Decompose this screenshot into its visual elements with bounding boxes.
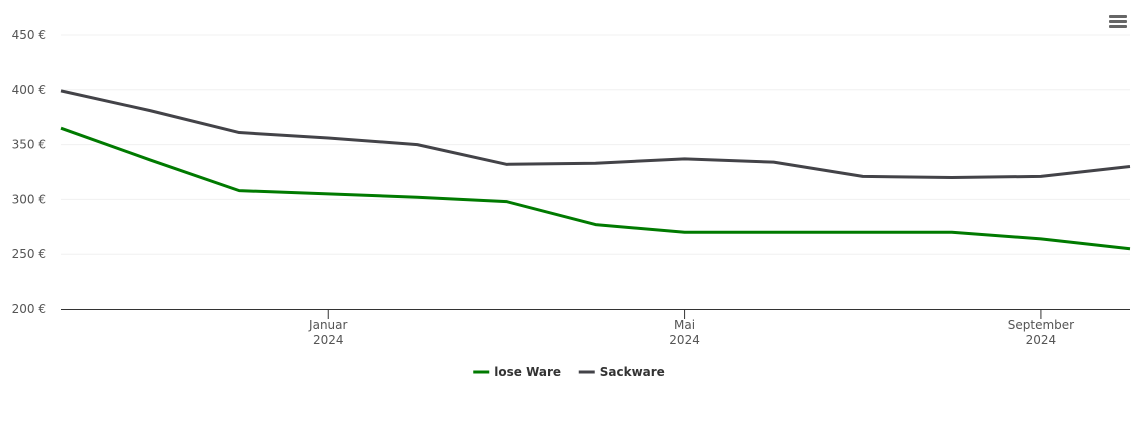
legend-item[interactable]: lose Ware: [473, 365, 561, 379]
x-tick-label-line: Januar: [308, 318, 347, 332]
x-tick-label: September 2024: [1008, 318, 1074, 347]
menu-bar: [1109, 25, 1127, 28]
menu-bar: [1109, 15, 1127, 18]
y-tick-label: 350 €: [12, 138, 46, 152]
legend: lose Ware Sackware: [473, 365, 665, 379]
menu-bar: [1109, 20, 1127, 23]
y-tick-label: 400 €: [12, 83, 46, 97]
legend-label: lose Ware: [494, 365, 561, 379]
x-tick-label-line: 2024: [313, 333, 344, 347]
y-tick-label: 450 €: [12, 28, 46, 42]
legend-item[interactable]: Sackware: [578, 365, 665, 379]
x-tick-label-line: 2024: [1026, 333, 1057, 347]
x-tick-label: Mai 2024: [669, 318, 700, 347]
y-tick-label: 250 €: [12, 247, 46, 261]
x-tick-label-line: September: [1008, 318, 1074, 332]
series-line: [60, 126, 1131, 251]
y-tick-label: 200 €: [12, 302, 46, 316]
legend-label: Sackware: [600, 365, 665, 379]
x-tick-label-line: 2024: [669, 333, 700, 347]
x-tick-label: Januar 2024: [308, 318, 347, 347]
menu-button[interactable]: [1109, 15, 1127, 28]
y-tick-label: 300 €: [12, 192, 46, 206]
series-line: [60, 89, 1131, 179]
x-tick-label-line: Mai: [674, 318, 695, 332]
